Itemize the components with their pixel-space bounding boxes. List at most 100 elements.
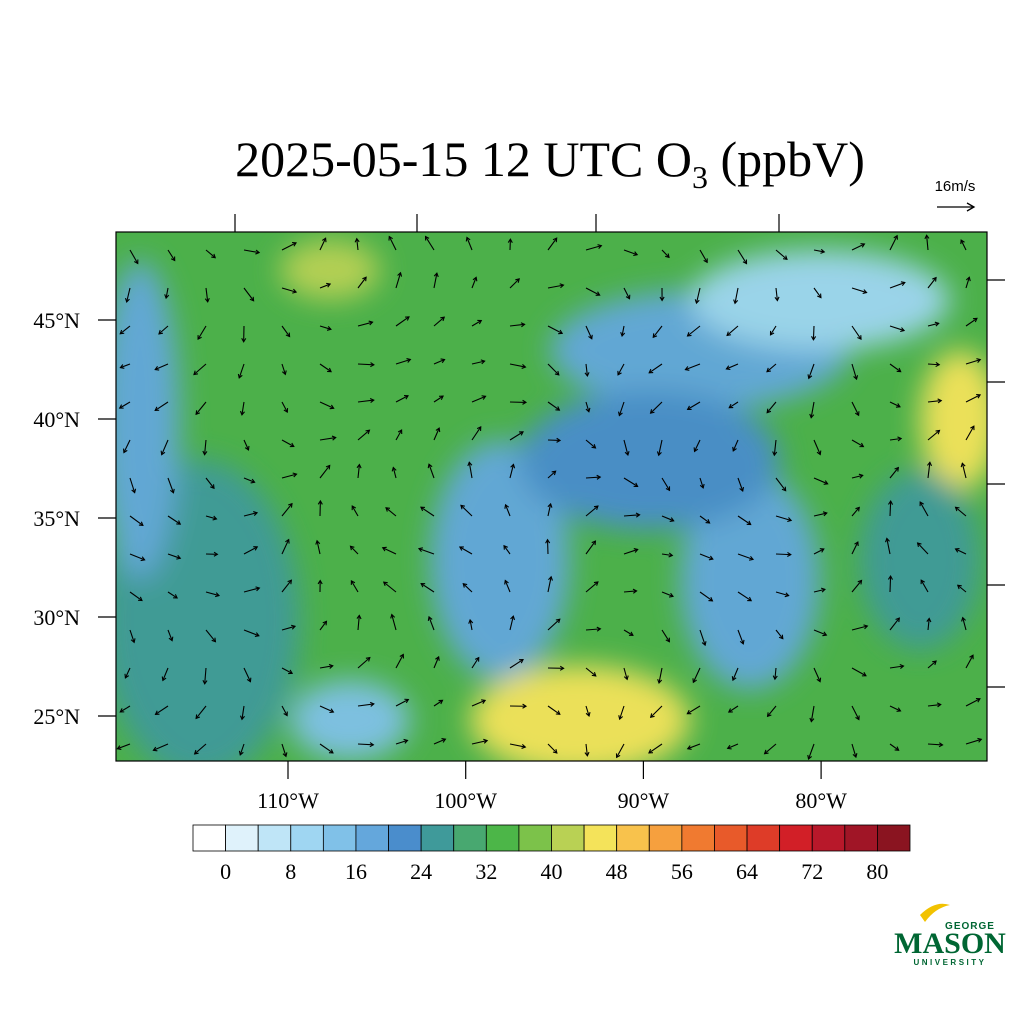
wind-arrow-head [420, 506, 425, 512]
wind-arrow-head [960, 239, 965, 245]
wind-arrow [509, 323, 525, 327]
wind-arrow [851, 507, 860, 517]
wind-arrow-head [920, 579, 925, 585]
wind-arrow [851, 743, 857, 758]
wind-arrow [889, 576, 892, 593]
wind-arrow-head [465, 236, 471, 242]
wind-arrow [621, 325, 625, 337]
wind-arrow [281, 242, 297, 251]
wind-arrow-head [504, 579, 509, 585]
lon-label: 80°W [795, 788, 847, 813]
wind-arrow [919, 501, 929, 517]
wind-arrow-head [292, 242, 297, 247]
wind-arrow [889, 665, 904, 669]
wind-arrow [509, 363, 526, 368]
wind-arrow-head [766, 367, 772, 373]
wind-arrow-head [440, 358, 446, 364]
wind-arrow [425, 236, 435, 251]
wind-arrow [774, 667, 777, 680]
wind-arrow [281, 743, 287, 757]
wind-arrow-head [289, 442, 295, 448]
wind-arrow [851, 243, 865, 251]
wind-arrow [357, 615, 360, 631]
wind-arrow [623, 287, 630, 299]
wind-arrow [726, 325, 739, 336]
wind-arrow-head [807, 374, 813, 380]
wind-arrow-head [435, 655, 440, 661]
wind-arrow [585, 581, 599, 593]
wind-arrow [851, 287, 867, 294]
wind-arrow [428, 464, 435, 479]
wind-arrow [357, 399, 374, 403]
wind-arrow [813, 512, 827, 517]
wind-arrow [661, 591, 674, 597]
colorbar-label: 64 [736, 859, 758, 884]
wind-arrow-head [548, 575, 553, 581]
wind-arrow-head [969, 654, 974, 660]
wind-arrow [281, 625, 296, 631]
wind-arrow-head [388, 235, 393, 241]
wind-arrow-head [369, 701, 375, 707]
wind-arrow [243, 629, 260, 637]
wind-arrow-head [895, 617, 900, 623]
lon-label: 100°W [434, 788, 497, 813]
wind-arrow-head [404, 698, 410, 704]
wind-arrow [927, 400, 942, 403]
wind-arrow-head [130, 638, 136, 644]
wind-arrow-head [732, 446, 737, 452]
wind-arrow [547, 705, 561, 715]
wind-arrow-head [693, 447, 699, 453]
wind-arrow [547, 576, 552, 593]
wind-arrow-head [649, 713, 655, 719]
wind-arrow-head [555, 618, 561, 624]
lat-label: 45°N [33, 308, 80, 333]
wind-arrow-head [708, 596, 714, 602]
wind-arrow-head [919, 501, 924, 507]
wind-arrow-head [623, 675, 629, 681]
lat-label: 35°N [33, 506, 80, 531]
wind-arrow-head [772, 675, 778, 681]
colorbar-box [714, 824, 748, 852]
wind-arrow [468, 462, 473, 479]
colorbar-label: 80 [866, 859, 888, 884]
wind-arrow [158, 325, 169, 335]
wind-arrow [153, 743, 169, 751]
colorbar-box [746, 824, 781, 852]
wind-arrow-head [382, 581, 388, 587]
wind-arrow [889, 235, 898, 251]
wind-arrow-head [193, 370, 199, 376]
wind-arrow [962, 617, 967, 631]
wind-arrow-head [858, 473, 864, 479]
wind-arrow [161, 439, 169, 455]
wind-arrow [547, 325, 563, 334]
wind-arrow [813, 548, 825, 555]
wind-arrow [281, 401, 288, 413]
wind-arrow [813, 667, 821, 682]
wind-arrow-head [328, 749, 334, 754]
wind-arrow [241, 401, 245, 415]
wind-arrow [623, 590, 637, 593]
wind-arrow-head [368, 320, 374, 326]
wind-arrow [727, 743, 739, 749]
wind-arrow-head [253, 511, 259, 516]
wind-arrow-head [403, 738, 409, 744]
wind-arrow [460, 504, 473, 517]
wind-arrow-head [202, 450, 208, 456]
wind-arrow [661, 629, 670, 642]
wind-arrow-head [774, 296, 780, 302]
wind-arrow-head [701, 641, 707, 647]
wind-arrow [194, 743, 207, 755]
wind-arrow-head [588, 334, 593, 340]
wind-arrow-head [625, 294, 631, 300]
wind-arrow-head [210, 484, 215, 490]
wind-arrow [243, 546, 258, 555]
wind-arrow-head [241, 338, 247, 343]
wind-arrow-head [772, 451, 778, 457]
wind-arrow-head [427, 615, 433, 621]
wind-arrow [687, 325, 701, 337]
wind-arrow [886, 538, 891, 555]
colorbar-box [583, 824, 618, 852]
wind-arrow [205, 629, 216, 643]
wind-arrow-head [669, 517, 675, 522]
